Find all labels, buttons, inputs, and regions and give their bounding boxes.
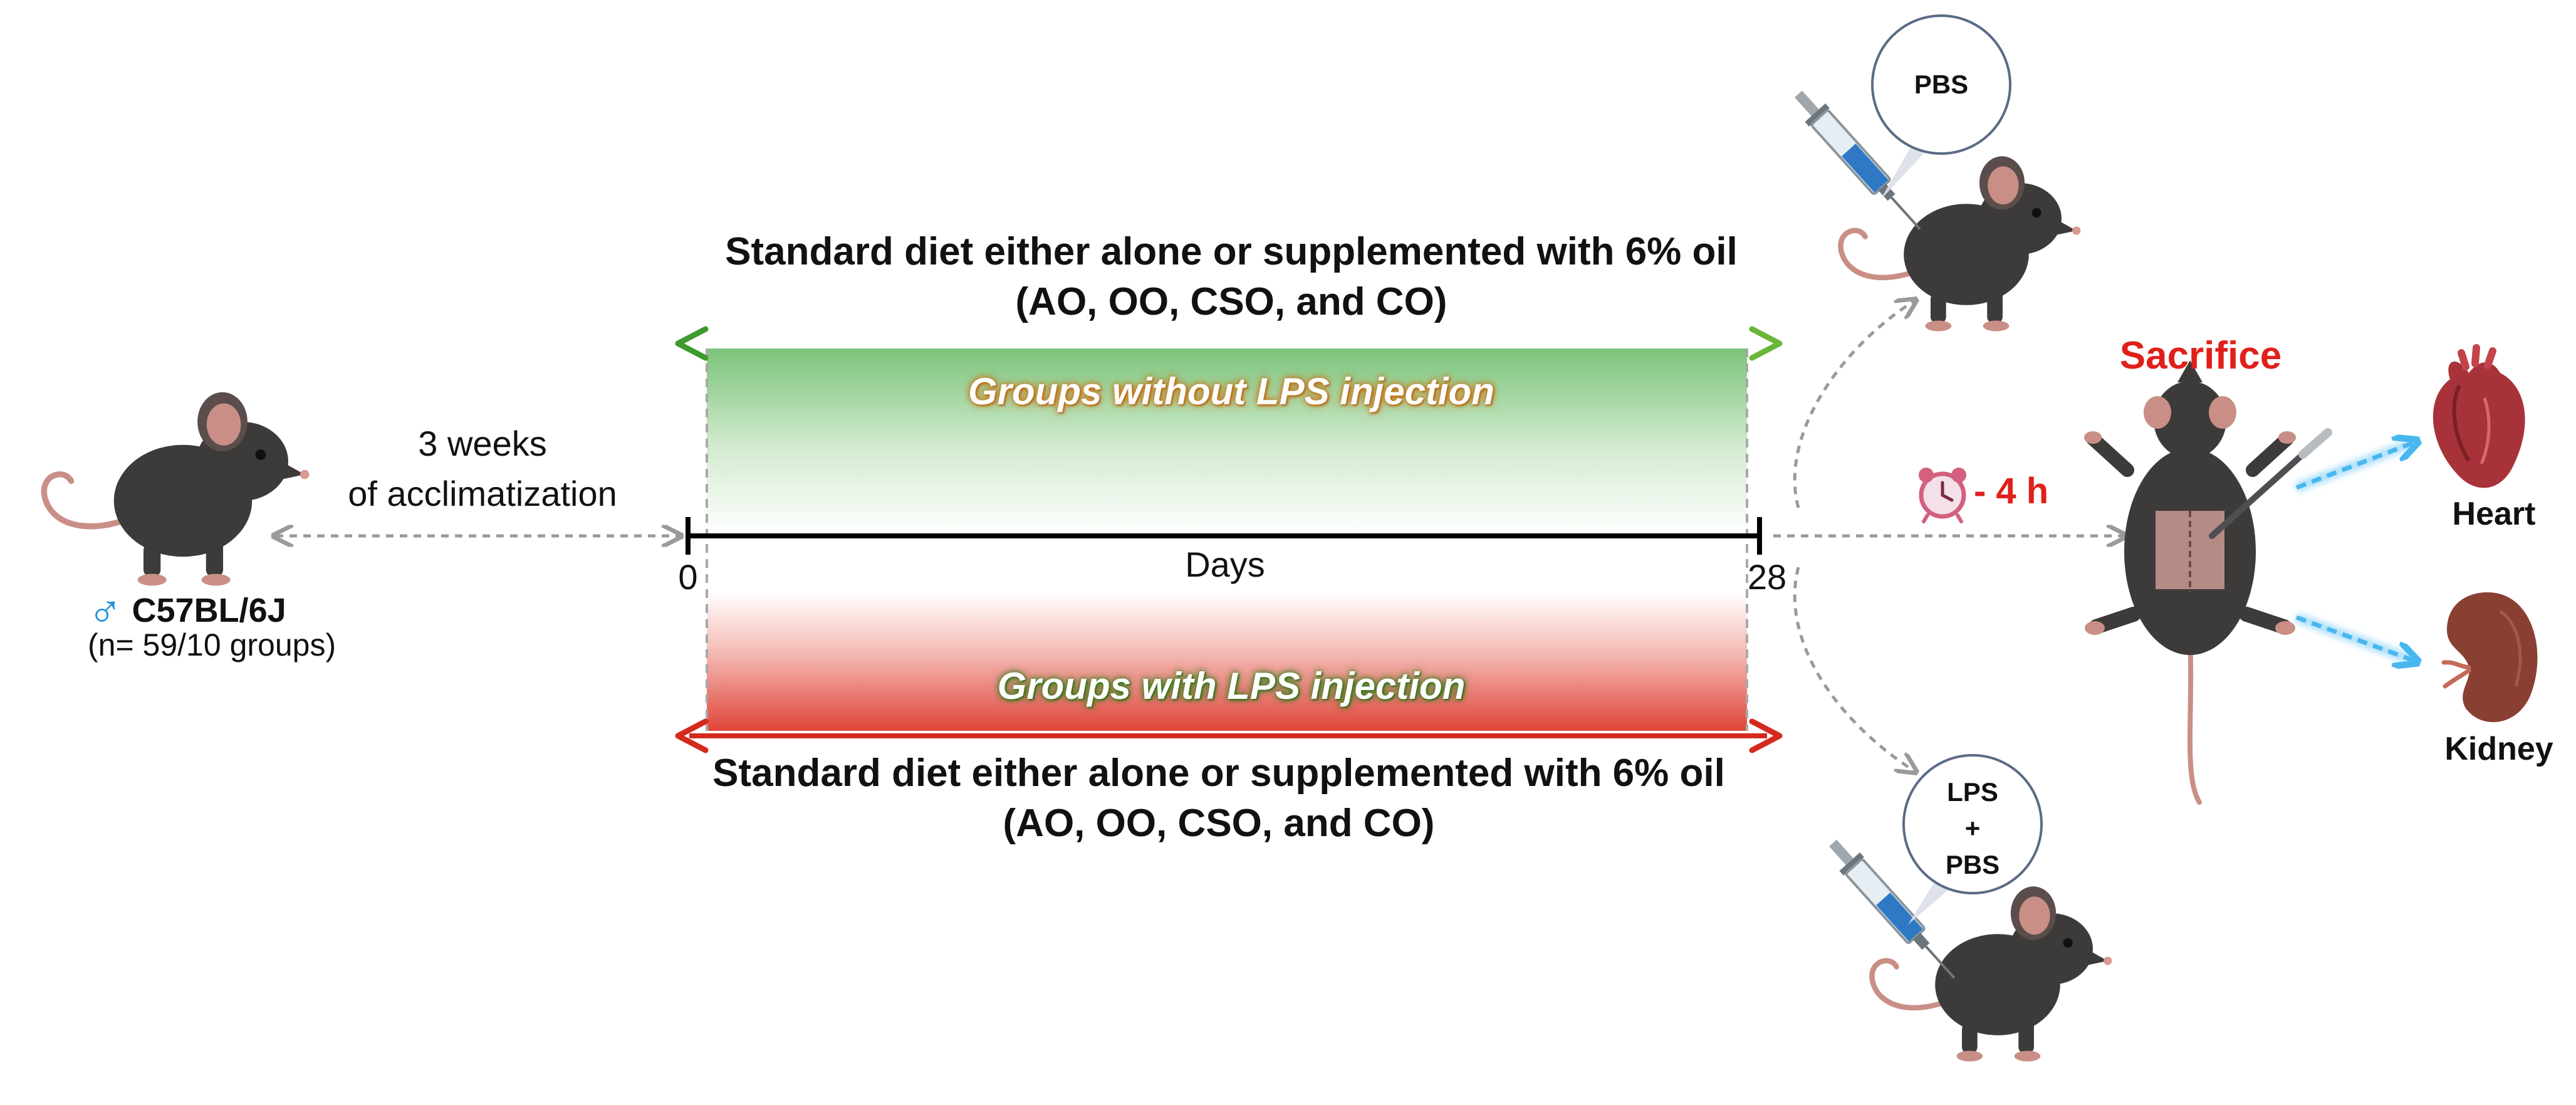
lps-bubble-line1: LPS [1947,777,1998,807]
branch-arrow-up [1793,301,1914,508]
mouse-icon-lps [1869,886,2112,1062]
acclimatization-line2: of acclimatization [348,474,617,513]
organ-arrow-kidney [2295,612,2416,661]
top-diet-description: Standard diet either alone or supplement… [725,227,1738,327]
sacrifice-label: Sacrifice [2119,334,2282,377]
strain-count: (n= 59/10 groups) [88,627,336,662]
lps-pbs-bubble [1902,754,2043,924]
bottom-diet-line1: Standard diet either alone or supplement… [712,752,1725,795]
kidney-icon [2441,592,2538,723]
strain-label: ♂ C57BL/6J [88,583,286,636]
male-symbol-icon: ♂ [88,584,123,636]
bottom-diet-line2: (AO, OO, CSO, and CO) [1003,802,1435,845]
acclimatization-label: 3 weeks of acclimatization [348,419,617,519]
top-diet-line1: Standard diet either alone or supplement… [725,230,1738,273]
strain-name: C57BL/6J [132,592,286,629]
green-band [707,348,1747,537]
mouse-icon-pbs [1838,156,2081,332]
kidney-label: Kidney [2444,731,2553,767]
branch-arrow-down [1793,567,1914,771]
timeline-start-label: 0 [678,557,698,597]
pbs-bubble-text: PBS [1914,70,1969,99]
syringe-icon-lps [1829,839,1956,979]
timeline-axis [686,517,1762,555]
timeline-end-label: 28 [1747,557,1787,597]
bottom-duration-arrow [675,718,1783,753]
top-duration-arrow [675,326,1783,361]
lps-bubble-line2: + [1964,814,1981,843]
syringe-icon-pbs [1795,90,1921,230]
heart-label: Heart [2452,496,2536,532]
dissected-mouse-icon [2084,360,2332,805]
acclimatization-line1: 3 weeks [418,424,547,463]
pbs-bubble [1871,14,2011,201]
timeline-axis-label: Days [1185,545,1265,584]
top-band-label: Groups without LPS injection [968,370,1494,412]
bottom-diet-description: Standard diet either alone or supplement… [712,748,1725,849]
alarm-clock-icon [1919,468,1966,523]
lps-pbs-bubble-text: LPS + PBS [1946,774,2000,883]
timing-label: - 4 h [1974,471,2049,511]
lps-bubble-line3: PBS [1945,850,2000,879]
red-band [707,592,1747,731]
heart-icon [2433,344,2525,488]
organ-arrow-heart [2295,442,2416,493]
top-diet-line2: (AO, OO, CSO, and CO) [1015,280,1447,323]
bottom-band-label: Groups with LPS injection [997,665,1466,707]
mouse-icon-baseline [41,392,310,586]
